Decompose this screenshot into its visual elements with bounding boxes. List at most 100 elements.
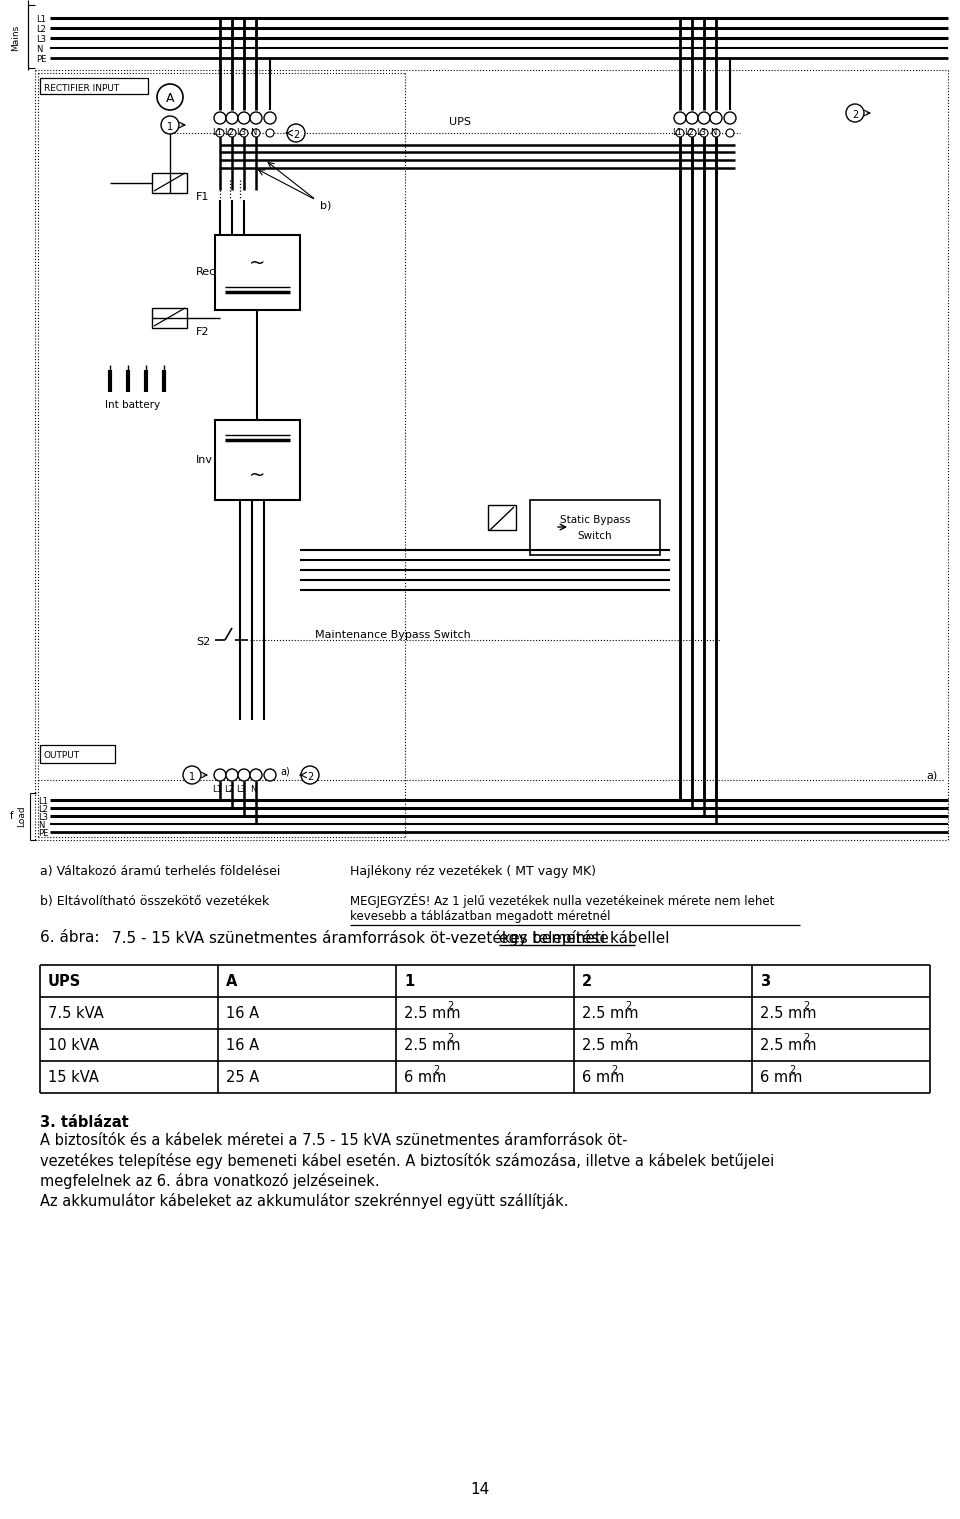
Text: 2: 2 — [433, 1065, 439, 1075]
Text: L3: L3 — [36, 35, 46, 44]
Text: 6 mm: 6 mm — [404, 1069, 446, 1085]
Text: b): b) — [320, 201, 331, 210]
Circle shape — [161, 115, 179, 134]
Text: vezetékes telepítése egy bemeneti kábel esetén. A biztosítók számozása, illetve : vezetékes telepítése egy bemeneti kábel … — [40, 1153, 775, 1170]
Text: A: A — [166, 93, 175, 105]
Text: Mains: Mains — [12, 24, 20, 52]
Circle shape — [686, 112, 698, 125]
Text: L3: L3 — [696, 128, 706, 137]
Circle shape — [252, 129, 260, 137]
Circle shape — [726, 129, 734, 137]
Text: F2: F2 — [196, 327, 209, 337]
Text: RECTIFIER INPUT: RECTIFIER INPUT — [44, 84, 119, 93]
Circle shape — [724, 112, 736, 125]
Circle shape — [710, 112, 722, 125]
Bar — [215, 235, 300, 310]
Text: L3: L3 — [38, 813, 48, 822]
Text: Static Bypass: Static Bypass — [560, 515, 631, 526]
Text: L1: L1 — [212, 785, 222, 794]
Text: f: f — [10, 811, 13, 820]
Text: 16 A: 16 A — [226, 1006, 259, 1021]
Circle shape — [250, 769, 262, 781]
Text: L1: L1 — [212, 128, 222, 137]
Text: PE: PE — [36, 55, 46, 64]
Text: ~: ~ — [249, 465, 265, 485]
Text: A: A — [226, 974, 237, 989]
Text: a) Váltakozó áramú terhelés földelései: a) Váltakozó áramú terhelés földelései — [40, 864, 280, 878]
Text: 16 A: 16 A — [226, 1037, 259, 1053]
Circle shape — [238, 112, 250, 125]
Circle shape — [226, 769, 238, 781]
Text: 2: 2 — [852, 109, 858, 120]
Text: 2.5 mm: 2.5 mm — [760, 1006, 817, 1021]
Text: 2: 2 — [625, 1033, 632, 1044]
Text: 2.5 mm: 2.5 mm — [582, 1006, 638, 1021]
Circle shape — [264, 769, 276, 781]
Circle shape — [250, 112, 262, 125]
Text: Int battery: Int battery — [105, 399, 160, 410]
Text: L1: L1 — [38, 796, 48, 805]
Text: 6 mm: 6 mm — [760, 1069, 803, 1085]
Text: 1: 1 — [404, 974, 415, 989]
Text: 1: 1 — [189, 772, 195, 782]
Text: L2: L2 — [684, 128, 694, 137]
Text: 6. ábra:: 6. ábra: — [40, 930, 114, 945]
Text: Az akkumulátor kábeleket az akkumulátor szekrénnyel együtt szállítják.: Az akkumulátor kábeleket az akkumulátor … — [40, 1192, 568, 1209]
Text: 7.5 - 15 kVA szünetmentes áramforrások öt-vezetékes telepítése: 7.5 - 15 kVA szünetmentes áramforrások ö… — [111, 930, 613, 946]
Text: 2.5 mm: 2.5 mm — [582, 1037, 638, 1053]
Circle shape — [264, 112, 276, 125]
Text: OUTPUT: OUTPUT — [44, 750, 80, 760]
Text: 2.5 mm: 2.5 mm — [404, 1037, 461, 1053]
Text: L3: L3 — [236, 785, 246, 794]
Circle shape — [183, 766, 201, 784]
Text: S2: S2 — [196, 636, 210, 647]
Text: 2: 2 — [293, 131, 300, 140]
Text: 10 kVA: 10 kVA — [48, 1037, 99, 1053]
Text: megfelelnek az 6. ábra vonatkozó jelzéseinek.: megfelelnek az 6. ábra vonatkozó jelzése… — [40, 1173, 379, 1189]
Circle shape — [266, 129, 274, 137]
Circle shape — [228, 129, 236, 137]
Circle shape — [214, 769, 226, 781]
Text: 2: 2 — [789, 1065, 795, 1075]
Circle shape — [846, 103, 864, 122]
Text: 2: 2 — [625, 1001, 632, 1012]
Text: MEGJEGYZÉS! Az 1 jelű vezetékek nulla vezetékeinek mérete nem lehet: MEGJEGYZÉS! Az 1 jelű vezetékek nulla ve… — [350, 893, 775, 907]
Text: 2: 2 — [307, 772, 313, 782]
Text: 2: 2 — [447, 1033, 453, 1044]
Text: 14: 14 — [470, 1483, 490, 1498]
Circle shape — [240, 129, 248, 137]
Circle shape — [226, 112, 238, 125]
Text: L3: L3 — [236, 128, 246, 137]
Text: Maintenance Bypass Switch: Maintenance Bypass Switch — [315, 630, 470, 639]
Text: 2.5 mm: 2.5 mm — [404, 1006, 461, 1021]
Circle shape — [214, 112, 226, 125]
Circle shape — [157, 84, 183, 109]
Text: kevesebb a táblázatban megadott méretnél: kevesebb a táblázatban megadott méretnél — [350, 910, 611, 924]
Text: 7.5 kVA: 7.5 kVA — [48, 1006, 104, 1021]
Text: A biztosítók és a kábelek méretei a 7.5 - 15 kVA szünetmentes áramforrások öt-: A biztosítók és a kábelek méretei a 7.5 … — [40, 1133, 628, 1148]
Text: L1: L1 — [36, 15, 46, 23]
Text: L2: L2 — [224, 128, 234, 137]
Bar — [215, 419, 300, 500]
Circle shape — [238, 769, 250, 781]
Text: 2: 2 — [582, 974, 592, 989]
Text: 2: 2 — [804, 1001, 809, 1012]
Text: .: . — [117, 1115, 122, 1130]
Text: UPS: UPS — [449, 117, 471, 128]
Circle shape — [688, 129, 696, 137]
Text: N: N — [709, 128, 716, 137]
Text: Switch: Switch — [578, 532, 612, 541]
Text: a): a) — [926, 770, 938, 779]
Text: 2: 2 — [611, 1065, 617, 1075]
Text: Rec: Rec — [196, 267, 216, 276]
Bar — [152, 308, 187, 328]
Text: Inv: Inv — [196, 456, 213, 465]
Text: L2: L2 — [38, 805, 48, 814]
Text: N: N — [36, 44, 42, 53]
Bar — [152, 173, 187, 193]
Text: N: N — [38, 820, 44, 829]
Text: 3. táblázat: 3. táblázat — [40, 1115, 129, 1130]
Text: N: N — [250, 785, 256, 794]
Text: L2: L2 — [224, 785, 234, 794]
Text: 15 kVA: 15 kVA — [48, 1069, 99, 1085]
